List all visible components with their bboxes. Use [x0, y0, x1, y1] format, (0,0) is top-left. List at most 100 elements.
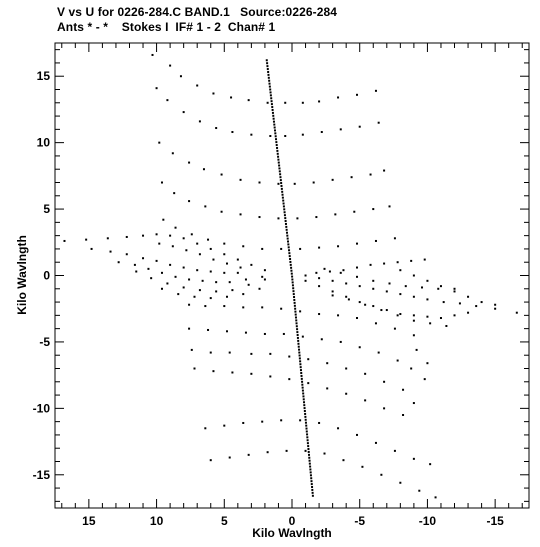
uv-point — [125, 253, 128, 256]
uv-point — [331, 178, 334, 181]
y-tick-label: -15 — [33, 468, 51, 482]
uv-point — [209, 459, 212, 462]
uv-point — [190, 233, 193, 236]
uv-point — [304, 421, 307, 424]
uv-point — [225, 295, 228, 298]
uv-point — [266, 101, 269, 104]
uv-point — [277, 217, 280, 220]
uv-point — [212, 370, 215, 373]
uv-point — [429, 322, 432, 325]
uv-point — [155, 87, 158, 90]
uv-point — [298, 357, 301, 360]
uv-point — [309, 474, 312, 477]
uv-point — [331, 279, 334, 282]
uv-point — [278, 167, 281, 170]
uv-point — [399, 313, 402, 316]
uv-point — [242, 245, 245, 248]
uv-point — [267, 70, 270, 73]
uv-point — [244, 331, 247, 334]
uv-point — [223, 253, 226, 256]
uv-point — [307, 445, 310, 448]
uv-point — [307, 448, 310, 451]
uv-point — [350, 176, 353, 179]
uv-point — [296, 331, 299, 334]
uv-point — [284, 135, 287, 137]
uv-point — [267, 73, 270, 76]
uv-point — [278, 170, 281, 173]
uv-point — [453, 287, 456, 290]
uv-point — [293, 301, 296, 304]
uv-point — [289, 258, 292, 261]
uv-point — [342, 459, 345, 462]
uv-point — [423, 258, 426, 261]
uv-point — [281, 190, 284, 193]
uv-point — [283, 214, 286, 217]
uv-point — [162, 218, 165, 221]
uv-point — [223, 271, 226, 274]
uv-point — [475, 305, 478, 308]
uv-point — [271, 108, 274, 111]
uv-point — [396, 359, 399, 362]
y-tick-label: 0 — [43, 269, 50, 283]
uv-point — [426, 362, 429, 365]
uv-point — [291, 275, 294, 278]
uv-point — [280, 247, 283, 250]
uv-point — [304, 274, 307, 277]
uv-point — [402, 414, 405, 416]
uv-point — [275, 144, 278, 147]
uv-point — [293, 298, 296, 301]
uv-point — [372, 305, 375, 308]
uv-point — [288, 378, 291, 381]
uv-point — [300, 372, 303, 375]
uv-point — [374, 239, 377, 242]
uv-point — [437, 287, 440, 290]
uv-point — [364, 372, 367, 375]
uv-point — [239, 266, 242, 269]
uv-point — [275, 138, 278, 141]
uv-point — [294, 307, 297, 310]
uv-point — [301, 383, 304, 386]
uv-point — [285, 449, 288, 452]
uv-point — [201, 279, 204, 282]
uv-point — [326, 387, 329, 390]
uv-point — [318, 246, 321, 249]
uv-point — [429, 463, 432, 466]
uv-point — [339, 271, 342, 274]
uv-point — [299, 310, 302, 313]
uv-point — [215, 127, 218, 130]
uv-point — [290, 266, 293, 269]
uv-point — [85, 238, 88, 241]
uv-point — [291, 281, 294, 284]
uv-point — [160, 181, 163, 184]
uv-point — [271, 106, 274, 109]
uv-point — [212, 92, 215, 95]
uv-point — [297, 342, 300, 345]
uv-point — [288, 255, 291, 258]
uv-point — [323, 452, 326, 455]
uv-point — [169, 64, 172, 67]
uv-point — [301, 335, 304, 338]
uv-point — [288, 252, 291, 255]
uv-point — [263, 278, 266, 281]
uv-point — [426, 315, 429, 318]
y-tick-label: -10 — [33, 401, 51, 415]
uv-point — [277, 161, 280, 164]
uv-point — [125, 235, 128, 238]
y-tick-label: 15 — [37, 69, 51, 83]
uv-point — [282, 199, 285, 202]
uv-point — [315, 216, 318, 219]
uv-point — [300, 374, 303, 377]
uv-point — [155, 233, 158, 236]
uv-point — [230, 96, 233, 99]
uv-point — [374, 322, 377, 325]
uv-point — [301, 380, 304, 383]
uv-point — [345, 392, 348, 395]
uv-point — [269, 352, 272, 355]
uv-point — [185, 249, 188, 252]
uv-point — [271, 111, 274, 114]
uv-point — [209, 270, 212, 273]
uv-point — [261, 247, 264, 250]
uv-point — [290, 269, 293, 272]
uv-point — [300, 377, 303, 380]
uv-point — [326, 362, 329, 365]
